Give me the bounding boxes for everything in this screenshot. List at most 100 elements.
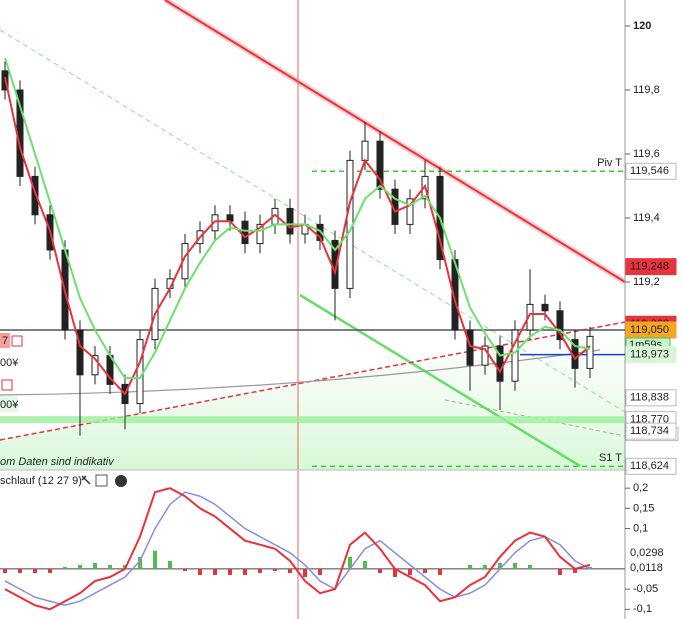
histogram-bar xyxy=(318,568,322,575)
histogram-bar xyxy=(393,568,397,578)
close-icon[interactable] xyxy=(1,379,13,391)
y-tick-label: 119,4 xyxy=(633,212,660,224)
candle-body xyxy=(91,355,99,376)
candle-body xyxy=(361,140,369,161)
side-label: 7 xyxy=(2,335,8,347)
histogram-bar xyxy=(273,568,277,571)
close-icon[interactable] xyxy=(115,475,127,487)
side-label: 00¥ xyxy=(0,399,19,411)
note: om Daten sind indikativ xyxy=(0,456,115,468)
histogram-bar xyxy=(258,568,262,573)
indicator-title: schlauf (12 27 9) xyxy=(0,475,82,487)
price-tag-label: 119,050 xyxy=(630,324,669,336)
side-tag xyxy=(0,396,18,412)
candle-body xyxy=(466,329,474,366)
histogram-bar xyxy=(408,568,412,575)
candle-body xyxy=(511,329,519,382)
level-name: Piv T xyxy=(597,157,622,169)
price-tag-label: 119,248 xyxy=(630,261,669,273)
moving-average xyxy=(4,57,591,379)
histogram-bar xyxy=(588,566,592,569)
price-tag-label: 118,973 xyxy=(630,349,669,361)
histogram-bar xyxy=(558,568,562,575)
histogram-bar xyxy=(498,562,502,569)
candle-body xyxy=(376,140,384,190)
candle-body xyxy=(451,259,459,331)
histogram-bar xyxy=(33,568,37,573)
histogram-bar xyxy=(288,568,292,573)
histogram-bar xyxy=(48,568,52,573)
histogram-bar xyxy=(198,568,202,575)
histogram-bar xyxy=(378,568,382,573)
readout: 0,0118 xyxy=(630,562,663,574)
y-tick-label: 119,2 xyxy=(633,276,660,288)
candle-body xyxy=(406,198,414,225)
y-tick-label: 119,8 xyxy=(633,84,660,96)
price-tag xyxy=(625,346,677,364)
trend-line xyxy=(299,293,581,468)
histogram-bar xyxy=(423,568,427,573)
histogram-bar xyxy=(63,566,67,569)
candle-body xyxy=(136,339,144,405)
macd-line xyxy=(4,491,591,607)
histogram-bar xyxy=(93,562,97,569)
histogram-bar xyxy=(3,568,7,573)
side-tag xyxy=(0,333,10,348)
histogram-bar xyxy=(483,564,487,569)
histogram-bar xyxy=(468,564,472,569)
histogram-bar xyxy=(153,550,157,569)
price-tag-label: 118,838 xyxy=(630,392,669,404)
axis-area xyxy=(625,0,684,619)
y-tick-label: 120 xyxy=(633,20,651,32)
histogram-bar xyxy=(438,568,442,575)
settings-icon[interactable] xyxy=(81,475,91,485)
candle-body xyxy=(586,335,594,369)
candle-body xyxy=(556,310,564,341)
y-tick-label: 0,15 xyxy=(633,502,654,514)
price-tag xyxy=(625,258,677,276)
histogram-bar xyxy=(18,568,22,573)
trend-line xyxy=(164,0,626,283)
y-tick-label: -0,1 xyxy=(633,603,652,615)
y-tick-label: 0,2 xyxy=(633,482,648,494)
candle-body xyxy=(286,207,294,235)
y-tick-label: 119,6 xyxy=(633,148,660,160)
macd-line xyxy=(4,487,591,611)
side-label: 00¥ xyxy=(0,357,19,369)
histogram-bar xyxy=(243,568,247,575)
candle-body xyxy=(481,345,489,366)
histogram-bar xyxy=(513,562,517,569)
moving-average xyxy=(4,76,591,396)
histogram-bar xyxy=(573,568,577,573)
histogram-bar xyxy=(138,556,142,569)
histogram-bar xyxy=(108,564,112,569)
price-tag-label: 119,546 xyxy=(630,165,669,177)
price-tag-label: 118,770 xyxy=(630,414,669,426)
histogram-bar xyxy=(348,556,352,569)
candle-body xyxy=(241,220,249,245)
price-tag xyxy=(625,422,677,440)
candle-body xyxy=(526,303,534,331)
level-name: S1 T xyxy=(599,452,622,464)
price-tag xyxy=(625,457,677,475)
candle-body xyxy=(496,345,504,382)
close-icon[interactable] xyxy=(11,335,23,347)
price-tag-label: 118,624 xyxy=(630,460,669,472)
candle-body xyxy=(541,303,549,312)
price-tag xyxy=(625,389,677,407)
histogram-bar xyxy=(78,564,82,569)
y-tick-label: -0,05 xyxy=(633,583,658,595)
histogram-bar xyxy=(363,560,367,569)
histogram-bar xyxy=(303,568,307,578)
y-tick-label: 0,1 xyxy=(633,522,648,534)
price-tag xyxy=(625,162,677,180)
histogram-bar xyxy=(213,568,217,575)
histogram-bar xyxy=(183,568,187,571)
readout: 0,0298 xyxy=(630,547,664,559)
edit-icon[interactable] xyxy=(95,474,108,487)
candle-body xyxy=(76,329,84,376)
candle-body xyxy=(256,223,264,245)
histogram-bar xyxy=(228,568,232,575)
histogram-bar xyxy=(168,560,172,569)
